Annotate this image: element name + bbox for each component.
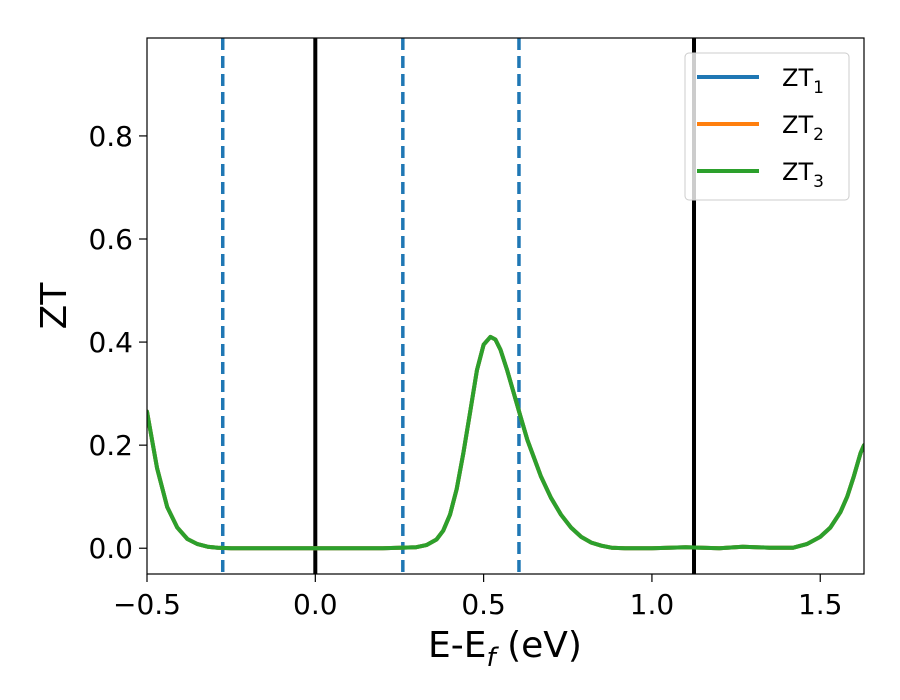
- x-tick-label: 1.5: [798, 588, 843, 621]
- y-axis: 0.0 0.2 0.4 0.6 0.8: [88, 120, 147, 565]
- x-axis-title-unit: (eV): [496, 625, 582, 666]
- series-group: [147, 334, 864, 551]
- x-tick-label: −0.5: [113, 588, 181, 621]
- x-axis-title: E-Ef (eV): [428, 625, 582, 673]
- legend-label-2: ZT2: [782, 111, 824, 145]
- reference-lines: [220, 38, 697, 574]
- y-tick-label: 0.8: [88, 120, 133, 153]
- y-tick-label: 0.6: [88, 223, 133, 256]
- plot-area-frame: [146, 37, 865, 575]
- x-axis: −0.5 0.0 0.5 1.0 1.5: [113, 574, 843, 621]
- legend-frame: [684, 52, 850, 201]
- x-tick-label: 1.0: [630, 588, 675, 621]
- legend: ZT1 ZT2 ZT3: [684, 52, 850, 201]
- series-line-3: [147, 334, 864, 551]
- y-tick-label: 0.0: [88, 532, 133, 565]
- y-tick-label: 0.4: [88, 326, 133, 359]
- legend-label-3: ZT3: [782, 158, 824, 192]
- x-axis-title-main: E-E: [428, 625, 486, 666]
- y-tick-label: 0.2: [88, 429, 133, 462]
- legend-label-1: ZT1: [782, 64, 824, 98]
- x-tick-label: 0.0: [293, 588, 338, 621]
- y-axis-title: ZT: [34, 282, 75, 330]
- x-tick-label: 0.5: [461, 588, 506, 621]
